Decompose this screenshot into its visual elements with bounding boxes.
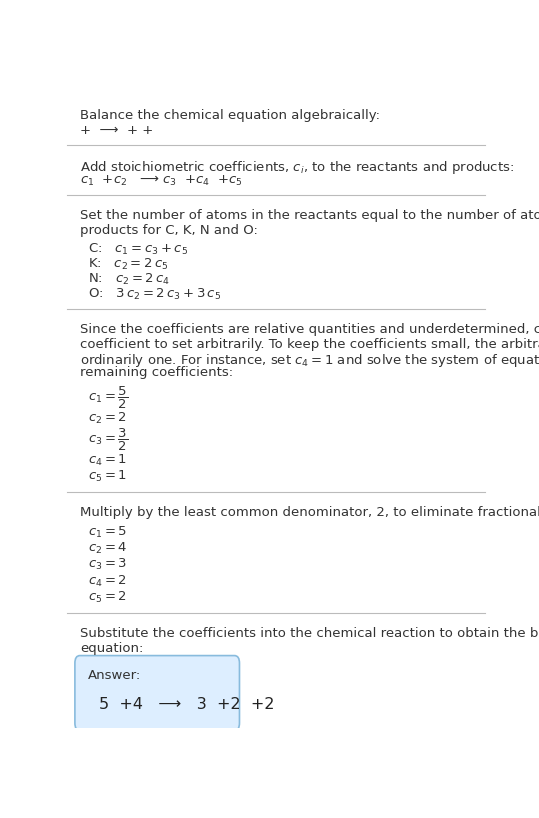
Text: $c_1 = \dfrac{5}{2}$: $c_1 = \dfrac{5}{2}$ [88,384,128,411]
Text: $c_2 = 2$: $c_2 = 2$ [88,411,127,425]
Text: 5  +4   ⟶   3  +2  +2: 5 +4 ⟶ 3 +2 +2 [99,697,274,712]
Text: equation:: equation: [80,642,143,654]
Text: $c_4 = 1$: $c_4 = 1$ [88,453,127,468]
Text: $c_1$  +$c_2$   ⟶ $c_3$  +$c_4$  +$c_5$: $c_1$ +$c_2$ ⟶ $c_3$ +$c_4$ +$c_5$ [80,173,243,188]
Text: Multiply by the least common denominator, 2, to eliminate fractional coefficient: Multiply by the least common denominator… [80,506,539,519]
Text: ordinarily one. For instance, set $c_4 = 1$ and solve the system of equations fo: ordinarily one. For instance, set $c_4 =… [80,352,539,369]
Text: Set the number of atoms in the reactants equal to the number of atoms in the: Set the number of atoms in the reactants… [80,209,539,222]
Text: coefficient to set arbitrarily. To keep the coefficients small, the arbitrary va: coefficient to set arbitrarily. To keep … [80,338,539,350]
Text: $c_3 = \dfrac{3}{2}$: $c_3 = \dfrac{3}{2}$ [88,427,128,453]
Text: products for C, K, N and O:: products for C, K, N and O: [80,223,258,236]
Text: O:   $3\,c_2 = 2\,c_3 + 3\,c_5$: O: $3\,c_2 = 2\,c_3 + 3\,c_5$ [88,287,222,302]
Text: K:   $c_2 = 2\,c_5$: K: $c_2 = 2\,c_5$ [88,257,169,272]
Text: $c_1 = 5$: $c_1 = 5$ [88,524,127,540]
Text: remaining coefficients:: remaining coefficients: [80,366,233,380]
Text: Substitute the coefficients into the chemical reaction to obtain the balanced: Substitute the coefficients into the che… [80,627,539,640]
Text: +  ⟶  + +: + ⟶ + + [80,124,153,137]
Text: Add stoichiometric coefficients, $c_i$, to the reactants and products:: Add stoichiometric coefficients, $c_i$, … [80,160,514,176]
Text: $c_5 = 2$: $c_5 = 2$ [88,590,127,605]
FancyBboxPatch shape [75,655,239,730]
Text: Since the coefficients are relative quantities and underdetermined, choose a: Since the coefficients are relative quan… [80,323,539,336]
Text: Answer:: Answer: [87,669,141,682]
Text: N:   $c_2 = 2\,c_4$: N: $c_2 = 2\,c_4$ [88,272,170,287]
Text: C:   $c_1 = c_3 + c_5$: C: $c_1 = c_3 + c_5$ [88,242,189,257]
Text: $c_2 = 4$: $c_2 = 4$ [88,541,128,556]
Text: $c_3 = 3$: $c_3 = 3$ [88,557,127,573]
Text: Balance the chemical equation algebraically:: Balance the chemical equation algebraica… [80,110,380,123]
Text: $c_4 = 2$: $c_4 = 2$ [88,573,127,589]
Text: $c_5 = 1$: $c_5 = 1$ [88,470,127,484]
